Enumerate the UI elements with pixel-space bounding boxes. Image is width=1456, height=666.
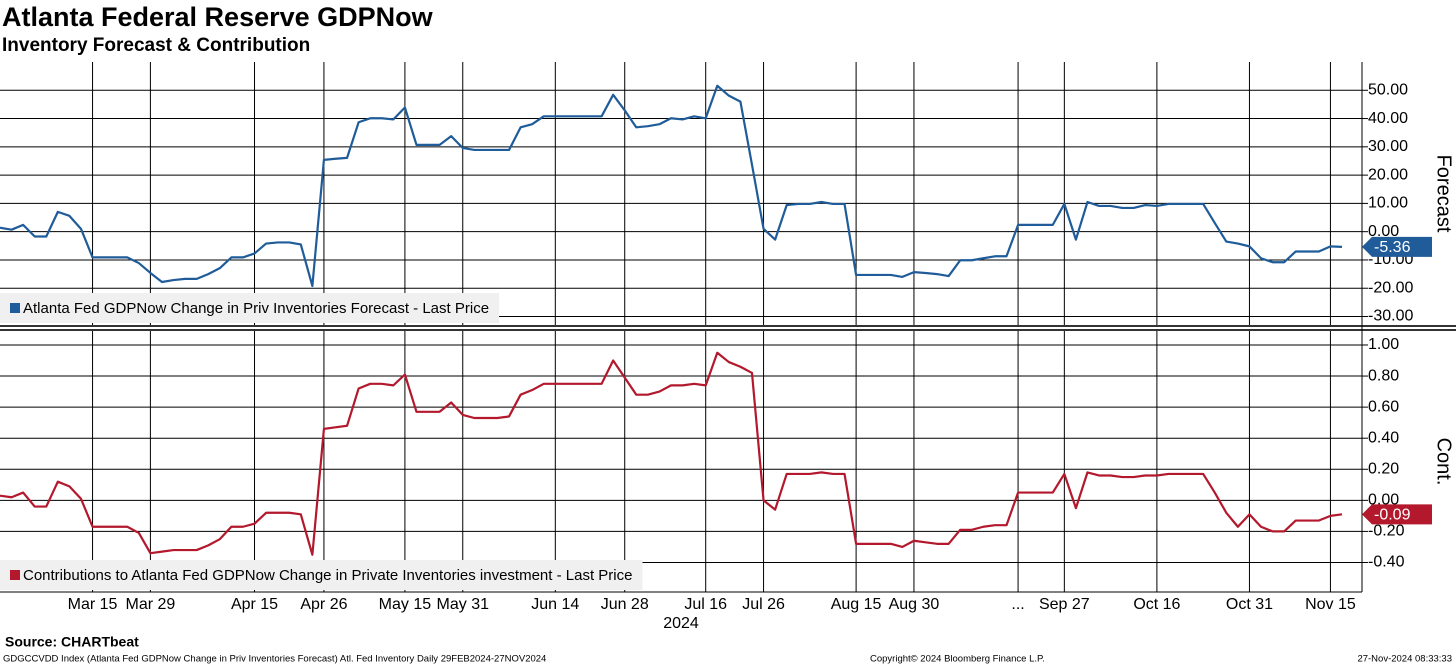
last-value-tag <box>1362 504 1432 525</box>
x-tick-label: Sep 27 <box>1039 596 1090 613</box>
y-tick-label: -0.20 <box>1368 523 1405 540</box>
x-tick-label: Mar 29 <box>125 596 175 613</box>
x-tick-label: Jun 28 <box>601 596 649 613</box>
y-tick-label: 0.20 <box>1368 460 1399 477</box>
y-tick-label: 0.80 <box>1368 367 1399 384</box>
legend-label: Contributions to Atlanta Fed GDPNow Chan… <box>23 567 632 584</box>
legend-swatch <box>10 303 20 313</box>
source: Source: CHARTbeat <box>5 634 139 650</box>
last-value-label: -5.36 <box>1374 239 1411 256</box>
x-tick-label: Oct 16 <box>1133 596 1180 613</box>
y-tick-label: 0.40 <box>1368 429 1399 446</box>
y-tick-label: 0.00 <box>1368 492 1399 509</box>
x-tick-label: Aug 30 <box>889 596 940 613</box>
x-tick-label: Nov 15 <box>1305 596 1356 613</box>
ticker-info: GDGCCVDD Index (Atlanta Fed GDPNow Chang… <box>3 654 546 665</box>
y-tick-label: 50.00 <box>1368 81 1408 98</box>
legend-background <box>0 293 500 323</box>
legend-background <box>0 560 643 590</box>
series-line <box>0 351 1343 556</box>
y-tick-label: 10.00 <box>1368 195 1408 212</box>
chart-title: Atlanta Federal Reserve GDPNow <box>2 2 434 32</box>
chart-subtitle: Inventory Forecast & Contribution <box>2 35 310 56</box>
x-tick-label: Apr 15 <box>231 596 278 613</box>
x-tick-label: Jul 16 <box>684 596 727 613</box>
y-tick-label: -0.40 <box>1368 554 1405 571</box>
y-axis-title: Cont. <box>1433 438 1455 486</box>
y-tick-label: 0.00 <box>1368 223 1399 240</box>
x-tick-label: Jul 26 <box>742 596 785 613</box>
x-group-label: 2024 <box>663 615 699 632</box>
y-tick-label: 1.00 <box>1368 336 1399 353</box>
x-tick-label: May 31 <box>437 596 490 613</box>
x-tick-label: May 15 <box>379 596 432 613</box>
x-tick-label: Oct 31 <box>1226 596 1273 613</box>
legend-label: Atlanta Fed GDPNow Change in Priv Invent… <box>23 300 489 317</box>
y-tick-label: -20.00 <box>1368 279 1413 296</box>
x-tick-label: ... <box>1011 596 1024 613</box>
y-tick-label: 20.00 <box>1368 166 1408 183</box>
x-tick-label: Apr 26 <box>300 596 347 613</box>
legend: Contributions to Atlanta Fed GDPNow Chan… <box>0 560 643 590</box>
legend: Atlanta Fed GDPNow Change in Priv Invent… <box>0 293 500 323</box>
series-line <box>0 84 1343 288</box>
y-tick-label: 30.00 <box>1368 138 1408 155</box>
last-value-tag <box>1362 236 1432 257</box>
y-tick-label: 0.60 <box>1368 398 1399 415</box>
last-value-label: -0.09 <box>1374 507 1411 524</box>
y-tick-label: 40.00 <box>1368 110 1408 127</box>
y-tick-label: -30.00 <box>1368 308 1413 325</box>
copyright: Copyright© 2024 Bloomberg Finance L.P. <box>870 654 1045 665</box>
timestamp: 27-Nov-2024 08:33:33 <box>1357 654 1452 665</box>
x-tick-label: Mar 15 <box>68 596 118 613</box>
x-tick-label: Aug 15 <box>831 596 882 613</box>
x-tick-label: Jun 14 <box>531 596 579 613</box>
legend-swatch <box>10 570 20 580</box>
y-axis-title: Forecast <box>1433 155 1455 233</box>
